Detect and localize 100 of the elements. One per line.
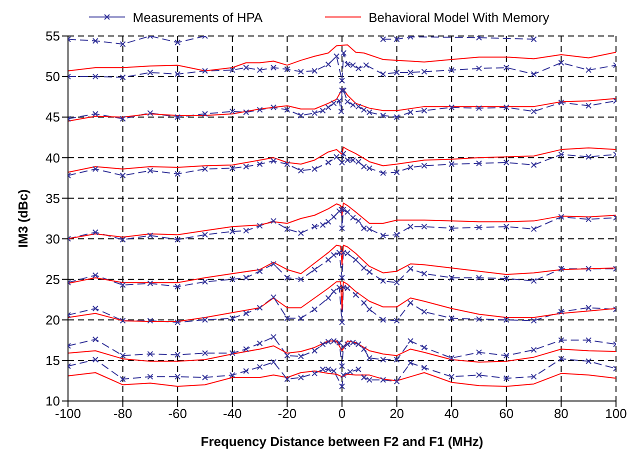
point — [394, 280, 400, 286]
point — [421, 162, 428, 169]
y-tick-label: 50 — [46, 69, 60, 84]
point — [120, 172, 126, 179]
point — [530, 346, 537, 353]
point — [174, 352, 181, 358]
point — [298, 276, 304, 282]
x-tick-label: 20 — [390, 406, 404, 422]
point — [586, 337, 592, 344]
point — [558, 151, 564, 158]
x-axis-title: Frequency Distance between F2 and F1 (MHz) — [200, 434, 484, 449]
point — [448, 374, 455, 380]
point — [558, 266, 564, 272]
point — [147, 70, 154, 76]
point — [476, 224, 482, 230]
y-tick-label: 30 — [46, 231, 60, 246]
point — [421, 108, 428, 114]
point — [92, 336, 98, 342]
point — [408, 164, 414, 170]
y-tick-label: 40 — [46, 150, 60, 166]
point — [256, 67, 263, 74]
point — [476, 316, 482, 322]
point — [202, 316, 208, 323]
point — [340, 150, 346, 157]
point — [344, 98, 350, 105]
point — [92, 74, 98, 80]
point — [586, 216, 592, 222]
point — [284, 352, 290, 359]
point — [360, 346, 367, 352]
point — [325, 294, 332, 301]
point — [298, 68, 304, 75]
point — [558, 337, 564, 344]
point — [408, 266, 414, 272]
point — [256, 268, 263, 274]
point — [320, 108, 326, 114]
point — [380, 376, 386, 383]
point — [421, 364, 428, 371]
point — [284, 106, 290, 113]
point — [503, 276, 510, 282]
point — [229, 276, 236, 282]
point — [312, 348, 318, 354]
point — [340, 250, 346, 256]
point — [339, 274, 345, 281]
point — [421, 308, 428, 315]
point — [352, 292, 359, 298]
point — [174, 114, 181, 120]
point — [92, 166, 98, 172]
point — [325, 256, 332, 263]
point — [174, 374, 181, 380]
point — [476, 372, 482, 378]
point — [394, 70, 400, 76]
point — [408, 360, 414, 366]
point — [312, 224, 318, 230]
point — [448, 104, 455, 110]
point — [448, 161, 455, 168]
point — [408, 224, 414, 230]
point — [120, 116, 126, 122]
point — [243, 109, 250, 116]
point — [120, 282, 126, 288]
point — [530, 162, 537, 168]
point — [174, 236, 181, 243]
point — [256, 364, 263, 370]
point — [243, 346, 250, 352]
point — [586, 67, 592, 74]
x-tick-label: 60 — [499, 406, 514, 422]
point — [147, 168, 154, 174]
x-tick-label: 80 — [554, 406, 568, 422]
point — [120, 352, 126, 359]
point — [202, 374, 208, 380]
point — [476, 36, 482, 41]
point — [503, 160, 510, 166]
point — [92, 110, 98, 117]
y-tick-label: 15 — [46, 353, 60, 368]
point — [120, 376, 126, 382]
y-tick-label: 35 — [46, 190, 60, 206]
point — [320, 222, 326, 228]
point — [325, 218, 332, 225]
point — [334, 154, 340, 160]
x-tick-label: -100 — [54, 406, 82, 422]
point — [476, 65, 482, 72]
point — [350, 214, 356, 221]
point — [312, 68, 318, 74]
point — [270, 218, 276, 224]
point — [174, 39, 181, 46]
point — [476, 105, 482, 112]
point — [229, 67, 236, 74]
point — [586, 266, 592, 272]
point — [284, 315, 290, 322]
point — [339, 225, 345, 232]
point — [120, 74, 126, 80]
y-tick-label: 25 — [46, 272, 60, 287]
point — [229, 108, 236, 114]
point — [312, 306, 318, 312]
legend-label: Behavioral Model With Memory — [368, 10, 550, 24]
point — [339, 383, 345, 390]
point — [340, 344, 346, 350]
point — [558, 214, 564, 220]
point — [330, 214, 337, 220]
point — [340, 50, 347, 56]
y-tick-label: 10 — [46, 394, 60, 409]
